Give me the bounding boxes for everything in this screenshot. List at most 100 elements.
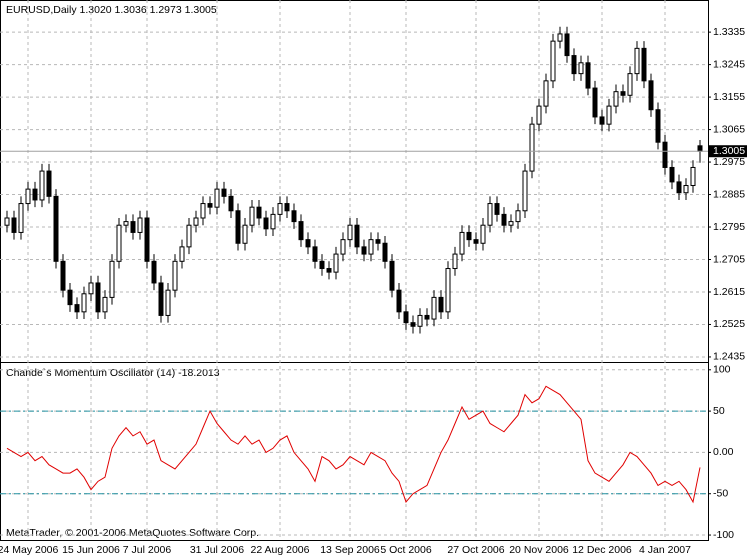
candle-body xyxy=(529,123,535,172)
price-label-box xyxy=(709,145,747,158)
candle-body xyxy=(578,62,584,75)
x-tick-label: 31 Jul 2006 xyxy=(190,544,244,556)
x-tick-label: 13 Sep 2006 xyxy=(320,544,380,556)
y-tick-label: 1.2975 xyxy=(713,156,745,168)
candle-body xyxy=(284,203,290,212)
candle-body xyxy=(333,253,339,273)
candle-body xyxy=(417,314,423,327)
candle-body xyxy=(340,239,346,255)
candle-body xyxy=(137,217,143,233)
x-tick-label: 4 Jan 2007 xyxy=(639,544,691,556)
x-tick-label: 12 Dec 2006 xyxy=(572,544,632,556)
candle-body xyxy=(25,188,31,205)
candle-body xyxy=(459,231,465,255)
x-tick-label: 22 Aug 2006 xyxy=(251,544,310,556)
candle-body xyxy=(39,170,45,201)
candle-body xyxy=(690,166,696,187)
x-tick-label: 27 Oct 2006 xyxy=(447,544,504,556)
indicator-title: Chande`s Momentum Oscillator (14) -18.20… xyxy=(6,367,220,379)
candle-body xyxy=(305,239,311,248)
candle-body xyxy=(382,242,388,262)
copyright: MetaTrader, © 2001-2006 MetaQuotes Softw… xyxy=(6,527,259,539)
candle-body xyxy=(144,217,150,262)
candle-body xyxy=(319,260,325,270)
candle-body xyxy=(312,246,318,262)
candle-body xyxy=(571,55,577,75)
candle-body xyxy=(158,282,164,316)
candle-body xyxy=(53,195,59,262)
y-tick-label: 1.2435 xyxy=(713,351,745,363)
candle-body xyxy=(186,224,192,248)
candle-body xyxy=(172,260,178,291)
y-tick-label: 1.3245 xyxy=(713,58,745,70)
candle-body xyxy=(32,188,38,201)
candle-body xyxy=(466,231,472,241)
candle-body xyxy=(550,40,556,82)
y-tick-label: 1.3065 xyxy=(713,123,745,135)
candle-body xyxy=(424,314,430,320)
y-tick-label: 0.00 xyxy=(713,446,734,458)
candle-body xyxy=(669,166,675,183)
x-tick-label: 7 Jul 2006 xyxy=(123,544,172,556)
y-tick-label: 1.2705 xyxy=(713,253,745,265)
candle-body xyxy=(102,296,108,313)
candle-body xyxy=(347,224,353,241)
candle-body xyxy=(480,224,486,244)
candle-body xyxy=(431,296,437,320)
candle-body xyxy=(389,260,395,291)
candle-body xyxy=(263,217,269,230)
x-tick-label: 24 May 2006 xyxy=(0,544,59,556)
candle-body xyxy=(438,296,444,313)
x-tick-label: 15 Jun 2006 xyxy=(62,544,120,556)
candle-body xyxy=(452,253,458,270)
candle-body xyxy=(592,87,598,118)
candle-body xyxy=(11,217,17,233)
candle-body xyxy=(655,109,661,143)
y-tick-label: -100 xyxy=(713,529,734,541)
candle-body xyxy=(67,289,73,306)
candle-body xyxy=(228,195,234,212)
candle-body xyxy=(200,203,206,219)
y-tick-label: 1.3155 xyxy=(713,91,745,103)
candle-body xyxy=(606,105,612,125)
candle-body xyxy=(403,311,409,324)
y-tick-label: 1.2885 xyxy=(713,188,745,200)
candle-body xyxy=(235,210,241,244)
candle-body xyxy=(326,268,332,273)
candle-body xyxy=(501,213,507,226)
candle-body xyxy=(697,145,703,152)
candle-body xyxy=(354,224,360,248)
candle-body xyxy=(249,206,255,226)
candle-body xyxy=(599,116,605,125)
candle-body xyxy=(74,304,80,313)
x-tick-label: 5 Oct 2006 xyxy=(380,544,432,556)
candle-body xyxy=(116,224,122,262)
candle-body xyxy=(543,80,549,107)
candle-body xyxy=(536,105,542,125)
y-tick-label: 1.3335 xyxy=(713,26,745,38)
frame xyxy=(0,0,709,541)
candle-body xyxy=(368,239,374,255)
candle-body xyxy=(123,221,129,226)
candle-body xyxy=(270,213,276,230)
y-tick-label: 100 xyxy=(713,364,731,376)
y-tick-label: 1.2525 xyxy=(713,318,745,330)
candle-body xyxy=(361,246,367,255)
candle-body xyxy=(60,260,66,291)
candle-body xyxy=(46,170,52,197)
candle-body xyxy=(613,91,619,107)
y-tick-label: 1.2615 xyxy=(713,286,745,298)
candle-body xyxy=(95,282,101,313)
candle-body xyxy=(130,221,136,233)
candle-body xyxy=(634,47,640,75)
candle-body xyxy=(648,80,654,111)
candle-body xyxy=(627,73,633,96)
y-tick-label: -50 xyxy=(713,488,728,500)
candle-body xyxy=(662,141,668,168)
candle-body xyxy=(410,322,416,327)
candle-body xyxy=(88,282,94,295)
candle-body xyxy=(508,221,514,226)
candle-body xyxy=(683,185,689,194)
candle-body xyxy=(641,47,647,82)
